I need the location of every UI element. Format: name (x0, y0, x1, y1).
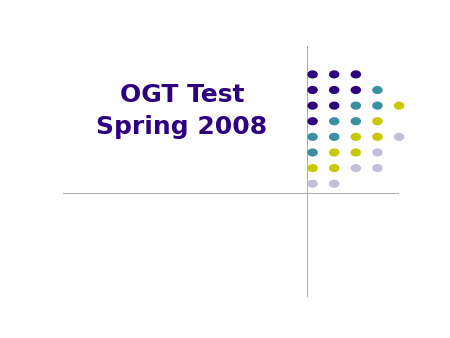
Circle shape (351, 102, 360, 109)
Circle shape (330, 118, 339, 125)
Circle shape (330, 165, 339, 171)
Circle shape (351, 71, 360, 78)
Circle shape (351, 134, 360, 140)
Circle shape (373, 149, 382, 156)
Circle shape (351, 87, 360, 93)
Circle shape (395, 134, 404, 140)
Circle shape (395, 102, 404, 109)
Circle shape (373, 165, 382, 171)
Circle shape (330, 134, 339, 140)
Circle shape (373, 118, 382, 125)
Circle shape (330, 102, 339, 109)
Circle shape (351, 149, 360, 156)
Circle shape (330, 71, 339, 78)
Circle shape (330, 180, 339, 187)
Circle shape (373, 102, 382, 109)
Circle shape (308, 180, 317, 187)
Text: OGT Test
Spring 2008: OGT Test Spring 2008 (96, 83, 267, 139)
Circle shape (330, 149, 339, 156)
Circle shape (308, 118, 317, 125)
Circle shape (308, 149, 317, 156)
Circle shape (308, 87, 317, 93)
Circle shape (308, 102, 317, 109)
Circle shape (373, 134, 382, 140)
Circle shape (308, 71, 317, 78)
Circle shape (308, 134, 317, 140)
Circle shape (308, 165, 317, 171)
Circle shape (373, 87, 382, 93)
Circle shape (351, 118, 360, 125)
Circle shape (351, 165, 360, 171)
Circle shape (330, 87, 339, 93)
